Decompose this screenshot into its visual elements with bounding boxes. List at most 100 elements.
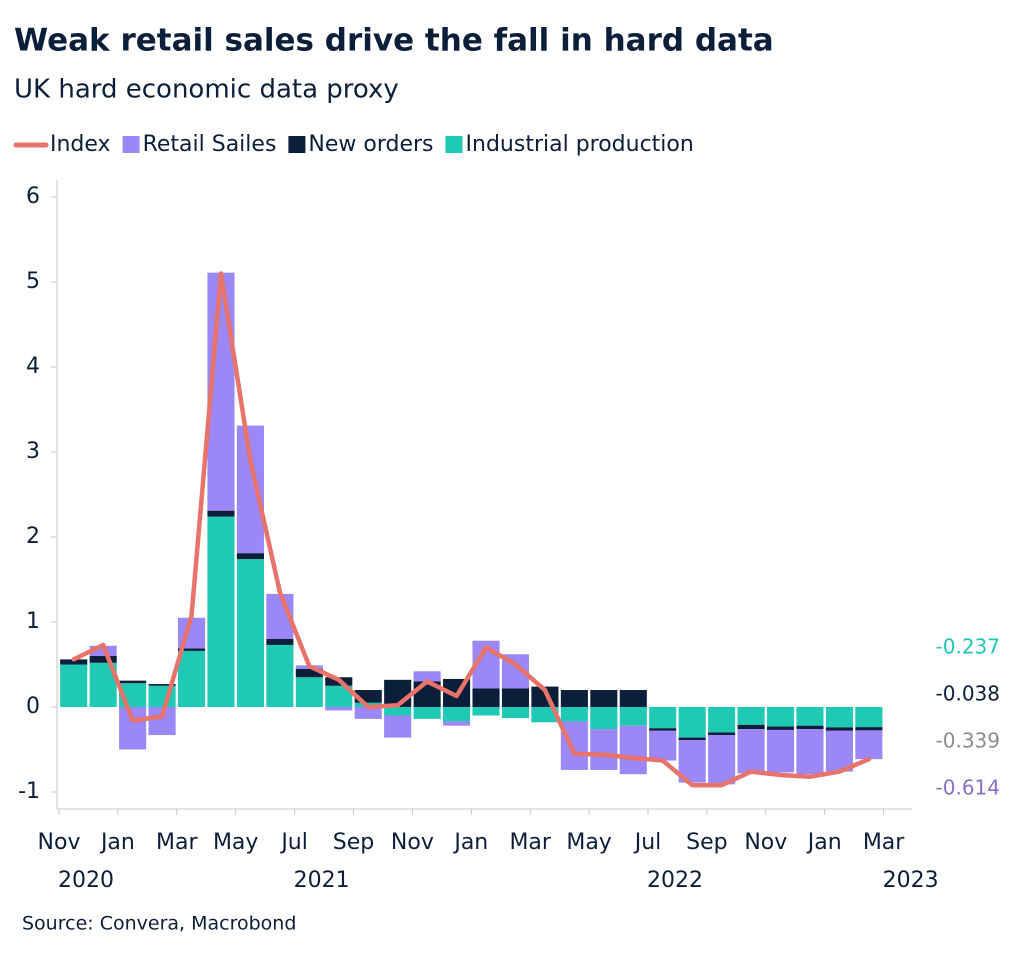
bar-segment [236, 425, 264, 554]
x-tick-label: Jul [633, 830, 662, 855]
y-tick-label: 2 [26, 524, 40, 549]
y-tick-label: 0 [26, 694, 40, 719]
bar-segment [825, 727, 853, 731]
legend-swatch [288, 136, 306, 153]
bar-segment [325, 707, 353, 711]
bar-segment [649, 707, 677, 729]
bar-segment [737, 707, 765, 725]
bar-segment [649, 730, 677, 761]
chart-title: Weak retail sales drive the fall in hard… [14, 23, 774, 59]
bar-segment [590, 690, 618, 707]
x-tick-label: Nov [38, 830, 81, 855]
x-tick-label: Jan [452, 830, 488, 855]
x-tick-label: Jul [279, 830, 308, 855]
bar-segment [737, 729, 765, 774]
legend-label: Retail Sailes [143, 132, 277, 157]
bar-segment [766, 707, 795, 727]
bar-segment [501, 688, 530, 707]
y-tick-label: 1 [26, 609, 40, 634]
x-tick-label: Mar [509, 830, 551, 855]
bar-segment [796, 725, 824, 730]
bar-segment [560, 690, 588, 707]
bar-segment [443, 721, 471, 726]
x-tick-label: Jan [99, 830, 135, 855]
bar-segment [236, 559, 264, 707]
bar-segment [766, 729, 795, 773]
x-tick-label: Mar [156, 830, 198, 855]
bar-segment [708, 732, 736, 736]
y-tick-label: 3 [26, 439, 40, 464]
x-year-label: 2020 [58, 868, 114, 893]
bar-segment [207, 510, 235, 517]
y-tick-label: 4 [26, 354, 40, 379]
bar-segment [325, 685, 353, 707]
index-line [71, 271, 872, 788]
bar-segment [796, 729, 824, 775]
bar-segment [560, 707, 588, 722]
bar-segment [649, 728, 677, 731]
bar-segment [148, 684, 176, 686]
bar-segment [708, 707, 736, 733]
bar-segment [855, 727, 883, 731]
chart-subtitle: UK hard economic data proxy [14, 75, 399, 105]
x-year-label: 2022 [647, 868, 703, 893]
source: Source: Convera, Macrobond [22, 913, 296, 935]
bar-segment [443, 707, 471, 722]
bar-segment [796, 707, 824, 726]
bar-segment [590, 707, 618, 730]
bar-segment [501, 707, 530, 719]
x-tick-label: May [566, 830, 611, 855]
end-label: -0.339 [936, 729, 1000, 753]
bar-segment [855, 730, 883, 760]
bar-segment [708, 735, 736, 785]
bar-segment [619, 725, 647, 775]
bar-segment [678, 737, 706, 741]
bar-segment [737, 724, 765, 730]
bar-segment [60, 659, 88, 665]
bar-segment [384, 715, 412, 738]
x-tick-label: Sep [333, 830, 374, 855]
legend-swatch [445, 136, 463, 153]
bar-segment [531, 707, 559, 723]
legend-label: Industrial production [466, 132, 694, 157]
legend: Index Retail Sailes New orders Industrial p… [13, 132, 694, 157]
bar-segment [766, 726, 795, 730]
bar-segment [89, 656, 117, 663]
bar-segment [619, 707, 647, 726]
end-label: -0.237 [936, 635, 1000, 659]
x-year-label: 2021 [294, 868, 350, 893]
y-tick-label: -1 [18, 779, 40, 804]
bar-segment [384, 707, 412, 716]
legend-label: Index [50, 132, 111, 157]
end-label: -0.038 [936, 682, 1000, 706]
bar-segment [119, 680, 147, 684]
legend-label: New orders [308, 132, 433, 157]
bar-segment [825, 730, 853, 772]
x-tick-label: Nov [391, 830, 434, 855]
x-tick-label: May [213, 830, 258, 855]
legend-swatch [122, 136, 140, 153]
bar-segment [855, 707, 883, 728]
y-tick-label: 5 [26, 269, 40, 294]
bar-segment [472, 688, 500, 707]
bar-segment [177, 648, 206, 651]
x-tick-label: Jan [806, 830, 842, 855]
bar-segment [295, 677, 323, 707]
x-year-label: 2023 [883, 868, 939, 893]
bar-segment [236, 553, 264, 560]
bar-segment [413, 671, 441, 682]
bar-segment [119, 707, 147, 750]
bar-segment [354, 707, 382, 719]
bar-segment [825, 707, 853, 728]
y-tick-label: 6 [26, 184, 40, 209]
bar-segment [266, 639, 294, 645]
bar-segment [472, 707, 500, 716]
bar-segment [266, 644, 294, 707]
x-tick-label: Sep [686, 830, 727, 855]
x-tick-label: Mar [863, 830, 905, 855]
bar-segment [177, 650, 206, 707]
bar-segment [413, 707, 441, 719]
bar-segment [60, 664, 88, 707]
x-tick-label: Nov [744, 830, 787, 855]
